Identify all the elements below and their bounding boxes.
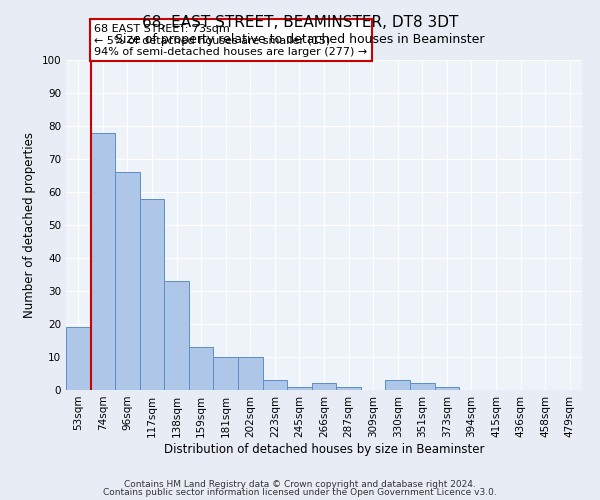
Bar — [385, 380, 410, 390]
Bar — [312, 384, 336, 390]
Bar — [115, 172, 140, 390]
Text: 68, EAST STREET, BEAMINSTER, DT8 3DT: 68, EAST STREET, BEAMINSTER, DT8 3DT — [142, 15, 458, 30]
Bar — [238, 357, 263, 390]
Bar — [263, 380, 287, 390]
Bar — [336, 386, 361, 390]
Text: 68 EAST STREET: 73sqm
← 5% of detached houses are smaller (15)
94% of semi-detac: 68 EAST STREET: 73sqm ← 5% of detached h… — [94, 24, 368, 56]
Bar — [140, 198, 164, 390]
Bar — [287, 386, 312, 390]
Bar — [410, 384, 434, 390]
Bar — [66, 328, 91, 390]
Bar — [164, 281, 189, 390]
Text: Contains HM Land Registry data © Crown copyright and database right 2024.: Contains HM Land Registry data © Crown c… — [124, 480, 476, 489]
Bar — [91, 132, 115, 390]
Bar — [434, 386, 459, 390]
Bar — [214, 357, 238, 390]
X-axis label: Distribution of detached houses by size in Beaminster: Distribution of detached houses by size … — [164, 442, 484, 456]
Y-axis label: Number of detached properties: Number of detached properties — [23, 132, 36, 318]
Text: Contains public sector information licensed under the Open Government Licence v3: Contains public sector information licen… — [103, 488, 497, 497]
Text: Size of property relative to detached houses in Beaminster: Size of property relative to detached ho… — [115, 32, 485, 46]
Bar — [189, 347, 214, 390]
